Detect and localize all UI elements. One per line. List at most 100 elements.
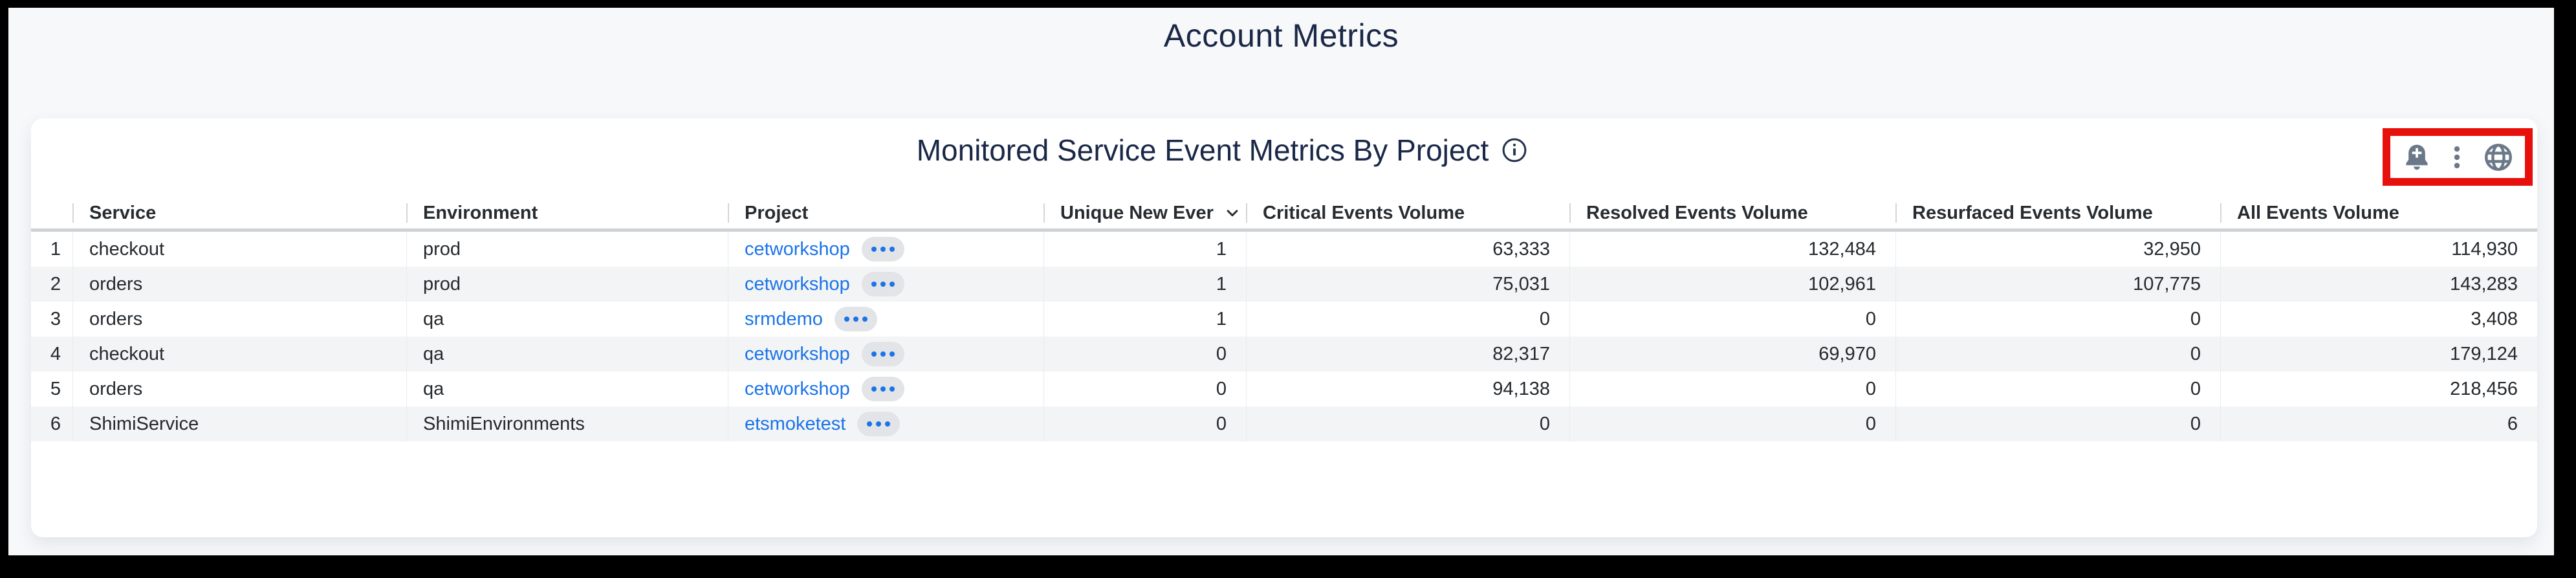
project-link[interactable]: cetworkshop xyxy=(745,378,850,399)
column-header-label: Environment xyxy=(423,202,538,223)
info-button[interactable] xyxy=(1500,136,1529,164)
project-link[interactable]: cetworkshop xyxy=(745,238,850,260)
cell-environment: ShimiEnvironments xyxy=(406,406,728,441)
ellipsis-dot xyxy=(871,282,877,287)
column-header-label: All Events Volume xyxy=(2237,202,2399,223)
cell-resolved-events-volume: 132,484 xyxy=(1569,232,1895,267)
column-header-resolved-events-volume[interactable]: Resolved Events Volume xyxy=(1569,197,1895,228)
cell-service: checkout xyxy=(72,337,406,372)
ellipsis-dot xyxy=(871,247,877,252)
column-header-label: Resolved Events Volume xyxy=(1586,202,1808,223)
ellipsis-dot xyxy=(871,386,877,392)
ellipsis-pill-button[interactable] xyxy=(861,342,904,366)
project-link[interactable]: srmdemo xyxy=(745,308,823,329)
column-header-all-events-volume[interactable]: All Events Volume xyxy=(2220,197,2537,228)
cell-project: srmdemo xyxy=(728,302,1043,337)
column-header-label: Resurfaced Events Volume xyxy=(1912,202,2153,223)
cell-all-events-volume: 143,283 xyxy=(2220,267,2537,302)
ellipsis-dot xyxy=(867,421,873,427)
ellipsis-pill-button[interactable] xyxy=(861,272,904,296)
ellipsis-dot xyxy=(889,386,895,392)
ellipsis-dot xyxy=(889,282,895,287)
cell-resurfaced-events-volume: 0 xyxy=(1895,302,2220,337)
cell-environment: qa xyxy=(406,337,728,372)
column-header-label: Project xyxy=(745,202,809,223)
column-header-row-number[interactable] xyxy=(31,197,72,228)
table-row: 5 orders qa cetworkshop 0 94,138 0 0 218,456 xyxy=(31,372,2537,406)
project-link[interactable]: etsmoketest xyxy=(745,413,846,434)
row-number: 5 xyxy=(50,378,61,399)
cell-resurfaced-events-volume: 0 xyxy=(1895,372,2220,406)
ellipsis-dot xyxy=(885,421,891,427)
cell-critical-events-volume: 75,031 xyxy=(1246,267,1569,302)
column-header-environment[interactable]: Environment xyxy=(406,197,728,228)
ellipsis-pill-button[interactable] xyxy=(861,237,904,261)
ellipsis-dot xyxy=(853,317,858,322)
cell-unique-new-events: 0 xyxy=(1043,337,1246,372)
table-row: 1 checkout prod cetworkshop 1 63,333 132,484 32… xyxy=(31,232,2537,267)
cell-resurfaced-events-volume: 107,775 xyxy=(1895,267,2220,302)
panel-title: Monitored Service Event Metrics By Proje… xyxy=(916,133,1489,167)
column-header-critical-events-volume[interactable]: Critical Events Volume xyxy=(1246,197,1569,228)
ellipsis-pill-button[interactable] xyxy=(857,412,901,436)
cell-critical-events-volume: 63,333 xyxy=(1246,232,1569,267)
cell-resolved-events-volume: 0 xyxy=(1569,372,1895,406)
column-header-project[interactable]: Project xyxy=(728,197,1043,228)
red-annotation-box xyxy=(2383,128,2533,186)
row-number: 3 xyxy=(50,308,61,329)
cell-project: cetworkshop xyxy=(728,232,1043,267)
row-number: 2 xyxy=(50,273,61,295)
globe-button[interactable] xyxy=(2482,141,2515,173)
cell-resurfaced-events-volume: 0 xyxy=(1895,406,2220,441)
create-alert-button[interactable] xyxy=(2401,142,2432,173)
cell-resolved-events-volume: 0 xyxy=(1569,406,1895,441)
ellipsis-dot xyxy=(880,351,886,357)
ellipsis-dot xyxy=(889,351,895,357)
column-header-label: Unique New Ever xyxy=(1060,202,1214,223)
cell-service: checkout xyxy=(72,232,406,267)
column-header-label: Service xyxy=(89,202,157,223)
cell-service: ShimiService xyxy=(72,406,406,441)
cell-environment: prod xyxy=(406,267,728,302)
table-row: 3 orders qa srmdemo 1 0 0 0 3,408 xyxy=(31,302,2537,337)
cell-critical-events-volume: 82,317 xyxy=(1246,337,1569,372)
metrics-table: Service Environment Project Unique New Ever… xyxy=(31,197,2537,441)
widget-card: Monitored Service Event Metrics By Proje… xyxy=(31,118,2537,537)
cell-unique-new-events: 1 xyxy=(1043,267,1246,302)
cell-project: cetworkshop xyxy=(728,337,1043,372)
cell-resolved-events-volume: 69,970 xyxy=(1569,337,1895,372)
ellipsis-dot xyxy=(880,282,886,287)
cell-critical-events-volume: 0 xyxy=(1246,406,1569,441)
column-header-service[interactable]: Service xyxy=(72,197,406,228)
panel-header: Monitored Service Event Metrics By Proje… xyxy=(31,133,2537,168)
column-header-resurfaced-events-volume[interactable]: Resurfaced Events Volume xyxy=(1895,197,2220,228)
column-header-unique-new-ever[interactable]: Unique New Ever xyxy=(1043,197,1246,228)
ellipsis-pill-button[interactable] xyxy=(834,307,877,331)
ellipsis-pill-button[interactable] xyxy=(861,377,904,401)
ellipsis-dot xyxy=(862,317,868,322)
cell-resolved-events-volume: 102,961 xyxy=(1569,267,1895,302)
page-title: Account Metrics xyxy=(1163,17,1399,54)
cell-critical-events-volume: 94,138 xyxy=(1246,372,1569,406)
cell-service: orders xyxy=(72,267,406,302)
row-number: 6 xyxy=(50,413,61,434)
ellipsis-dot xyxy=(871,351,877,357)
ellipsis-dot xyxy=(889,247,895,252)
dashboard-page: Account Metrics Monitored Service Event … xyxy=(8,8,2554,555)
cell-all-events-volume: 179,124 xyxy=(2220,337,2537,372)
cell-environment: prod xyxy=(406,232,728,267)
table-row: 6 ShimiService ShimiEnvironments etsmoketes… xyxy=(31,406,2537,441)
ellipsis-dot xyxy=(844,317,849,322)
cell-project: etsmoketest xyxy=(728,406,1043,441)
kebab-menu-button[interactable] xyxy=(2443,142,2471,173)
cell-resurfaced-events-volume: 32,950 xyxy=(1895,232,2220,267)
cell-project: cetworkshop xyxy=(728,372,1043,406)
ellipsis-dot xyxy=(880,247,886,252)
cell-all-events-volume: 114,930 xyxy=(2220,232,2537,267)
cell-unique-new-events: 1 xyxy=(1043,232,1246,267)
project-link[interactable]: cetworkshop xyxy=(745,343,850,364)
project-link[interactable]: cetworkshop xyxy=(745,273,850,295)
info-icon xyxy=(1500,136,1529,164)
cell-critical-events-volume: 0 xyxy=(1246,302,1569,337)
